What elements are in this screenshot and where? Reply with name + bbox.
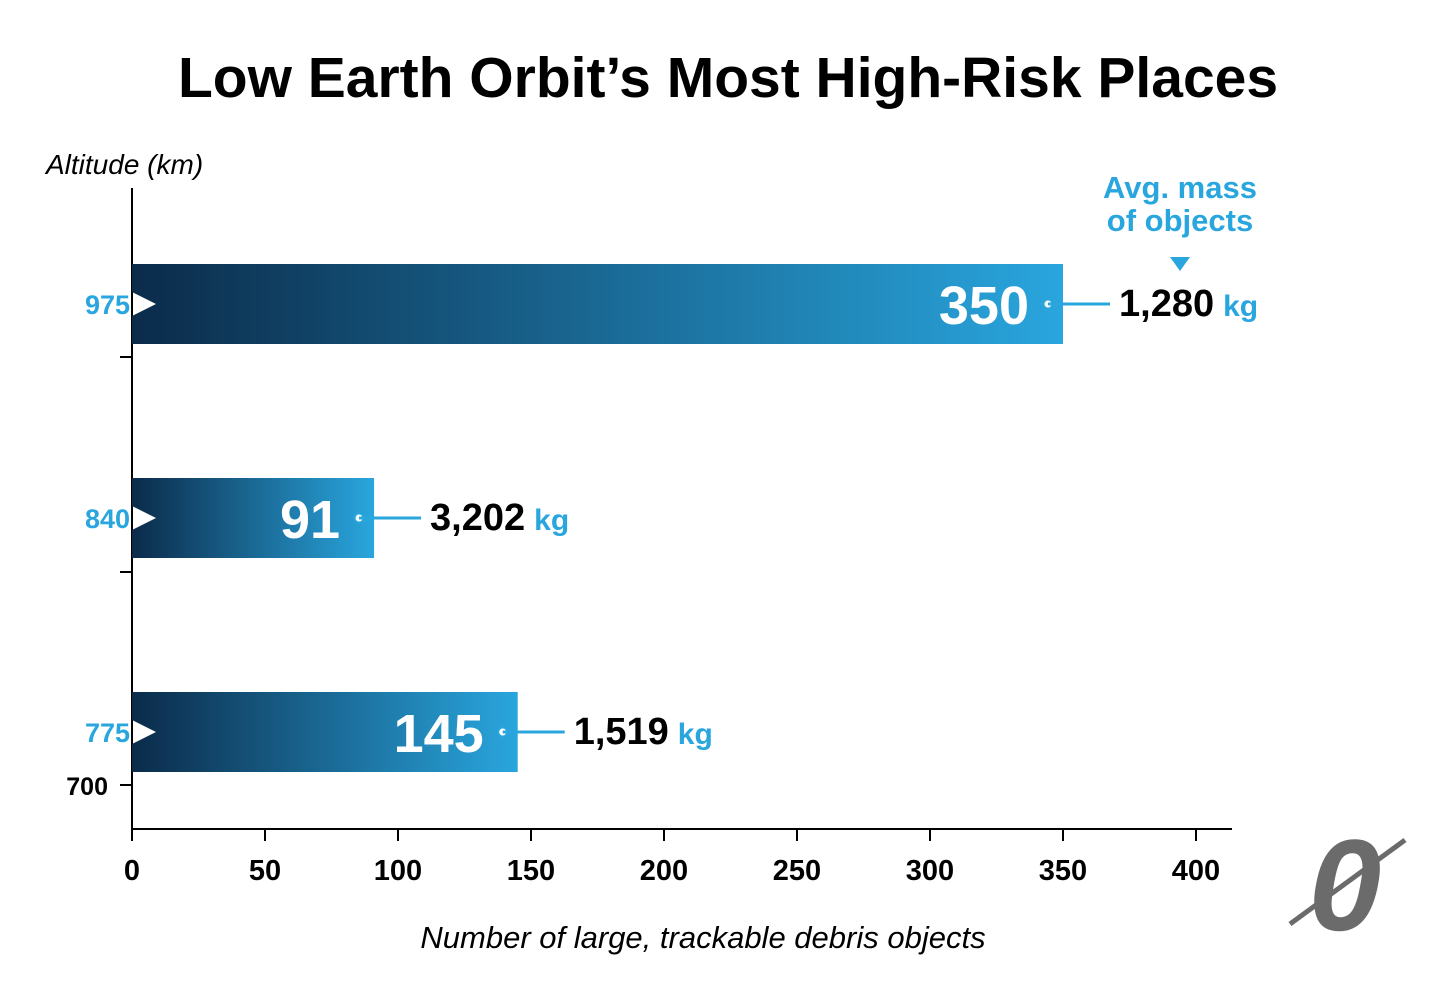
y-axis-extra-label: 700 <box>66 773 108 801</box>
x-tick-label: 350 <box>1039 855 1087 887</box>
x-tick-label: 200 <box>640 855 688 887</box>
bar-category-label: 775 <box>85 718 130 748</box>
annotation-line-2: of objects <box>1107 203 1253 238</box>
bar-value-label: 145 <box>394 704 484 764</box>
x-axis-ticks: 0 50 100 150 200 250 300 350 400 <box>124 829 1220 887</box>
logo: 0 <box>1288 812 1407 958</box>
bar <box>132 478 375 558</box>
bars-group: 975 350 1,280 kg 840 91 3,202 kg 775 145 1,519 kg <box>85 264 1258 772</box>
avg-mass-unit: kg <box>534 504 569 537</box>
x-tick-label: 50 <box>249 855 281 887</box>
bar-category-label: 840 <box>85 504 130 534</box>
avg-mass-unit: kg <box>678 718 713 751</box>
avg-mass-unit: kg <box>1223 290 1258 323</box>
chart-title: Low Earth Orbit’s Most High-Risk Places <box>178 46 1278 110</box>
x-tick-label: 400 <box>1172 855 1220 887</box>
avg-mass-label: 1,519 <box>574 711 669 753</box>
logo-slash <box>1288 837 1407 927</box>
bar-value-label: 350 <box>939 276 1029 336</box>
x-tick-label: 250 <box>773 855 821 887</box>
y-axis-label: Altitude (km) <box>44 149 203 180</box>
annotation-line-1: Avg. mass <box>1103 170 1257 205</box>
annotation-arrow-icon <box>1170 257 1190 271</box>
bar <box>132 692 518 772</box>
x-tick-label: 300 <box>906 855 954 887</box>
bar-category-label: 975 <box>85 290 130 320</box>
x-tick-label: 0 <box>124 855 140 887</box>
x-tick-label: 150 <box>507 855 555 887</box>
x-axis-label: Number of large, trackable debris object… <box>420 920 985 955</box>
bar <box>132 264 1063 344</box>
avg-mass-label: 1,280 <box>1119 283 1214 325</box>
x-tick-label: 100 <box>374 855 422 887</box>
avg-mass-label: 3,202 <box>430 497 525 539</box>
bar-value-label: 91 <box>280 490 340 550</box>
